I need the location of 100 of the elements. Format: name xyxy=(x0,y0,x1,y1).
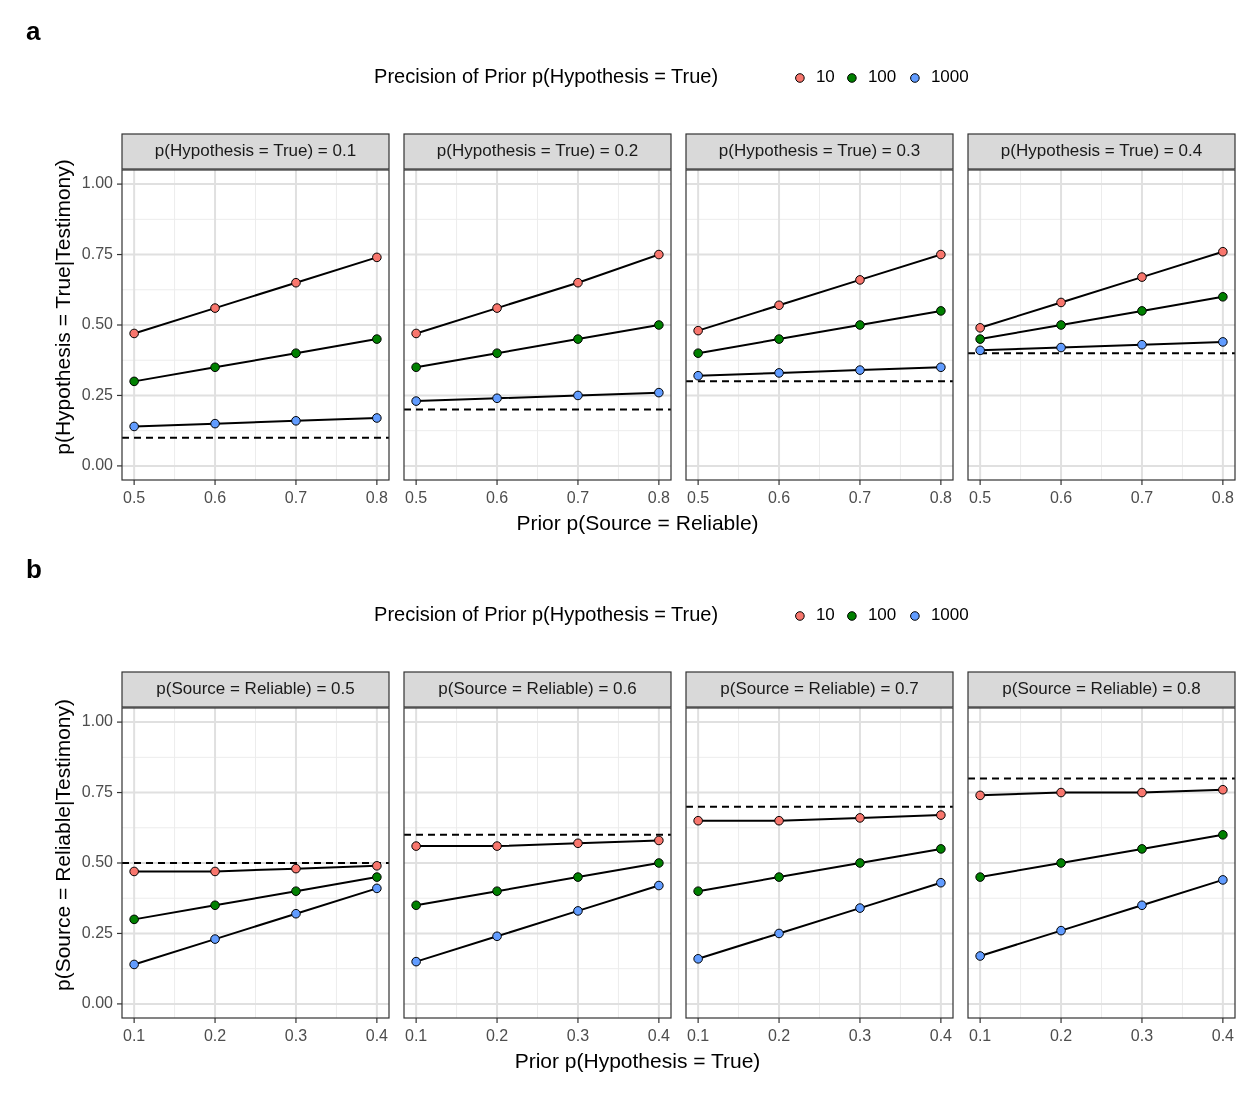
chart-title: p(Source = Reliable) = 0.5 xyxy=(156,679,355,699)
y-tick-label: 0.50 xyxy=(81,315,114,333)
chart-title: p(Hypothesis = True) = 0.2 xyxy=(436,141,639,161)
point xyxy=(129,328,139,339)
point xyxy=(1056,925,1066,936)
x-tick-label: 0.7 xyxy=(1130,489,1154,506)
point xyxy=(654,249,664,260)
point xyxy=(411,900,421,911)
point xyxy=(936,249,946,260)
point xyxy=(1218,292,1228,302)
point xyxy=(372,252,382,263)
point xyxy=(1218,875,1228,885)
legend-label: 10 xyxy=(815,605,835,625)
point xyxy=(1137,306,1147,316)
point xyxy=(654,387,664,398)
chart-title: p(Source = Reliable) = 0.8 xyxy=(1002,679,1201,699)
x-tick-label: 0.6 xyxy=(203,489,227,506)
legend-label: 100 xyxy=(867,67,897,87)
point xyxy=(975,872,985,882)
x-tick-label: 0.3 xyxy=(284,1027,308,1044)
point xyxy=(654,880,664,891)
x-tick-label: 0.4 xyxy=(929,1027,953,1044)
text: b xyxy=(26,554,42,584)
point xyxy=(654,858,664,868)
point xyxy=(210,303,220,313)
point xyxy=(291,886,301,896)
x-tick-label: 0.2 xyxy=(203,1027,227,1044)
x-tick-label: 0.4 xyxy=(647,1027,671,1044)
point xyxy=(492,303,502,313)
point xyxy=(210,900,220,911)
point xyxy=(774,928,784,939)
x-tick-label: 0.8 xyxy=(929,489,953,506)
point xyxy=(411,841,421,851)
point xyxy=(573,334,583,344)
point xyxy=(129,421,139,432)
point xyxy=(774,334,784,344)
point xyxy=(936,810,946,820)
point xyxy=(1056,342,1066,353)
point xyxy=(129,914,139,925)
point xyxy=(1056,297,1066,308)
chart-title: p(Source = Reliable) = 0.6 xyxy=(438,679,637,699)
point xyxy=(855,813,865,823)
point xyxy=(573,277,583,288)
point xyxy=(936,362,946,373)
x-tick-label: 0.6 xyxy=(767,489,791,506)
legend-label: 1000 xyxy=(930,67,969,87)
point xyxy=(291,908,301,919)
point xyxy=(492,393,502,404)
x-tick-label: 0.1 xyxy=(123,1027,146,1044)
point xyxy=(774,815,784,826)
point xyxy=(774,368,784,378)
legend-label: 1000 xyxy=(930,605,969,625)
point xyxy=(210,934,220,944)
point xyxy=(855,858,865,868)
point xyxy=(975,951,985,961)
point xyxy=(492,886,502,896)
point xyxy=(975,790,985,801)
point xyxy=(372,883,382,894)
point xyxy=(1218,337,1228,347)
point xyxy=(693,325,703,336)
point xyxy=(936,844,946,854)
legend-label: 10 xyxy=(815,67,835,87)
point xyxy=(372,413,382,423)
point xyxy=(411,362,421,373)
point xyxy=(693,886,703,896)
point xyxy=(210,866,220,877)
point xyxy=(693,954,703,964)
y-tick-label: 0.25 xyxy=(81,385,114,403)
point xyxy=(1137,787,1147,798)
text: a xyxy=(26,16,41,46)
point xyxy=(1056,320,1066,330)
x-tick-label: 0.7 xyxy=(284,489,308,506)
point xyxy=(774,300,784,311)
point xyxy=(372,334,382,344)
point xyxy=(291,277,301,288)
point xyxy=(573,390,583,401)
point xyxy=(693,815,703,826)
point xyxy=(855,320,865,330)
point xyxy=(291,863,301,874)
x-tick-label: 0.1 xyxy=(687,1027,710,1044)
chart-title: p(Hypothesis = True) = 0.3 xyxy=(718,141,921,161)
chart-title: p(Hypothesis = True) = 0.1 xyxy=(154,141,357,161)
point xyxy=(210,418,220,429)
point xyxy=(573,906,583,916)
y-tick-label: 1.00 xyxy=(81,174,114,192)
x-tick-label: 0.2 xyxy=(1049,1027,1073,1044)
y-tick-label: 0.00 xyxy=(81,994,114,1012)
point xyxy=(411,956,421,967)
x-tick-label: 0.3 xyxy=(1130,1027,1154,1044)
legend-label: 100 xyxy=(867,605,897,625)
x-tick-label: 0.8 xyxy=(1211,489,1235,506)
point xyxy=(1218,246,1228,257)
y-axis-title: p(Hypothesis = True|Testimony) xyxy=(51,159,74,455)
point xyxy=(936,306,946,316)
point xyxy=(1056,858,1066,868)
point xyxy=(291,348,301,358)
x-tick-label: 0.2 xyxy=(767,1027,791,1044)
point xyxy=(855,365,865,375)
x-tick-label: 0.7 xyxy=(566,489,590,506)
point xyxy=(1218,784,1228,795)
